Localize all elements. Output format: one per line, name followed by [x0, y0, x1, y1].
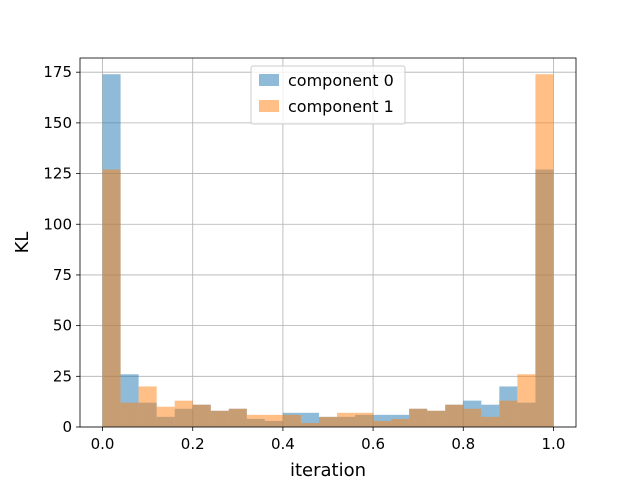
y-tick-label: 75: [53, 266, 72, 284]
x-tick-label: 0.4: [271, 435, 295, 453]
x-tick-label: 0.6: [361, 435, 385, 453]
axis-ticks: 0.0 0.2 0.4 0.6 0.8 1.0 0 25 50 75 100 125 150 175: [43, 63, 565, 453]
histogram-bar: [445, 404, 464, 427]
histogram-bar: [355, 412, 374, 427]
legend-label-component-0: component 0: [288, 71, 394, 90]
y-tick-label: 25: [53, 367, 72, 385]
x-axis-label: iteration: [290, 460, 366, 480]
histogram-bar: [282, 414, 301, 427]
legend: component 0 component 1: [250, 65, 406, 125]
histogram-bar: [409, 408, 428, 427]
histogram-bar: [373, 420, 392, 427]
histogram-bar: [337, 412, 356, 427]
legend-swatch-component-0: [259, 74, 279, 86]
x-tick-label: 0.8: [451, 435, 475, 453]
histogram-bar: [535, 74, 554, 427]
y-tick-label: 50: [53, 317, 72, 335]
y-tick-label: 125: [43, 165, 72, 183]
histogram-bar: [174, 400, 193, 427]
y-tick-label: 150: [43, 114, 72, 132]
x-tick-label: 0.0: [91, 435, 115, 453]
x-tick-label: 1.0: [542, 435, 566, 453]
histogram-bar: [228, 408, 247, 427]
legend-swatch-component-1: [259, 100, 279, 112]
histogram-bar: [264, 414, 283, 427]
y-tick-label: 175: [43, 63, 72, 81]
histogram-bar: [210, 410, 229, 427]
histogram-bar: [102, 169, 121, 427]
histogram-bar: [192, 404, 211, 427]
histogram-bar: [517, 374, 536, 427]
histogram-bar: [318, 416, 338, 427]
histogram-bar: [391, 418, 410, 427]
histogram-bar: [481, 416, 500, 427]
histogram-bar: [120, 402, 139, 427]
series-0-bars: [102, 74, 554, 427]
histogram-bars: [102, 74, 554, 427]
histogram-bar: [499, 400, 518, 427]
histogram-bar: [156, 406, 175, 427]
histogram-bar: [246, 414, 265, 427]
x-tick-label: 0.2: [181, 435, 205, 453]
series-1-bars: [102, 74, 554, 427]
histogram-bar: [427, 410, 446, 427]
legend-label-component-1: component 1: [288, 97, 394, 116]
histogram-bar: [463, 408, 482, 427]
y-tick-label: 100: [43, 215, 72, 233]
y-tick-label: 0: [62, 418, 72, 436]
histogram-bar: [138, 386, 157, 427]
histogram-bar: [300, 422, 319, 427]
y-axis-label: KL: [12, 232, 33, 254]
legend-box: [250, 65, 406, 125]
plot-frame: [79, 57, 577, 428]
